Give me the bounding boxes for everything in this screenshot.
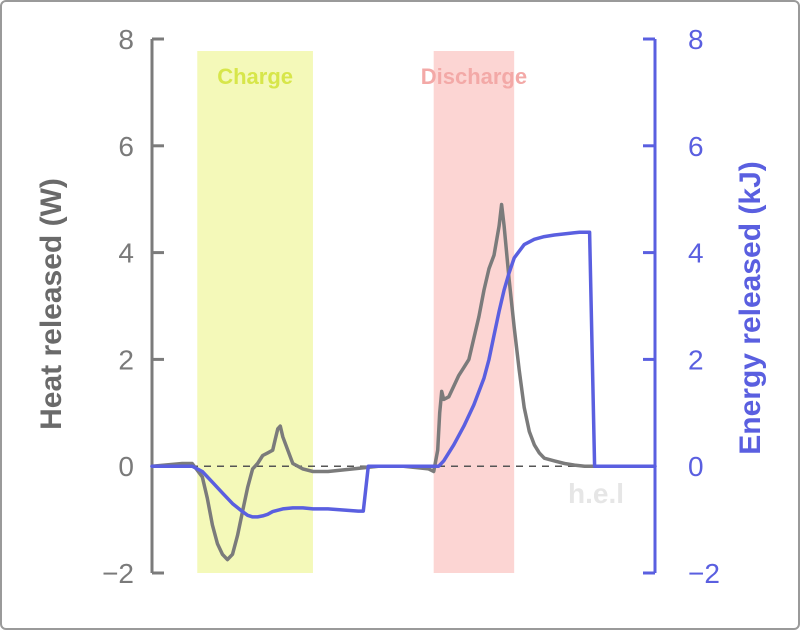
y-tick-label-left: 4 (118, 238, 134, 269)
y-tick-label-right: 0 (688, 451, 704, 482)
y-tick-label-right: 8 (688, 24, 704, 55)
y-tick-label-right: −2 (688, 558, 720, 589)
y-tick-label-left: 6 (118, 131, 134, 162)
heat-released-line (150, 202, 617, 562)
region-band-charge (197, 51, 313, 573)
watermark: h.e.l (568, 478, 624, 509)
y-tick-label-left: 8 (118, 24, 134, 55)
region-label-discharge: Discharge (421, 64, 527, 89)
y-tick-label-left: 2 (118, 344, 134, 375)
region-label-charge: Charge (217, 64, 293, 89)
series-lines (150, 202, 657, 562)
y-tick-label-right: 6 (688, 131, 704, 162)
y-tick-label-left: 0 (118, 451, 134, 482)
energy-released-line (150, 230, 657, 519)
axes: 8 8 6 6 4 4 2 2 0 0 −2 −2 (102, 24, 720, 589)
axis-labels: Heat released (W) Energy released (kJ) (35, 161, 767, 454)
region-band-discharge (433, 51, 515, 573)
y-tick-label-right: 2 (688, 344, 704, 375)
y-tick-label-left: −2 (102, 558, 134, 589)
y-tick-label-right: 4 (688, 238, 704, 269)
y-axis-label-left: Heat released (W) (35, 178, 68, 430)
y-axis-label-right: Energy released (kJ) (734, 161, 767, 454)
